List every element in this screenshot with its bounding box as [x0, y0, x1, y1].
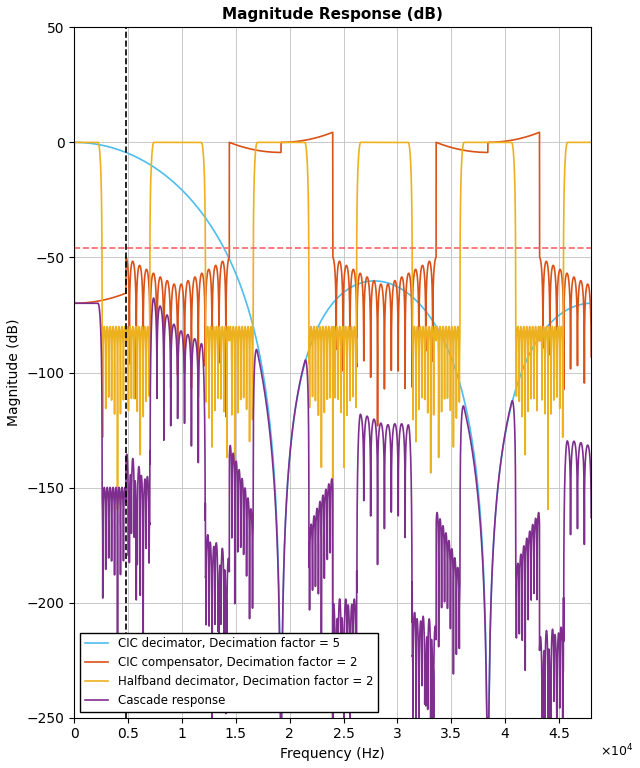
- Cascade response: [70, 299, 78, 308]
- Cascade response: [150, 293, 157, 303]
- CIC decimator, Decimation factor = 5: [70, 299, 78, 308]
- Cascade response: [225, 451, 233, 460]
- Halfband decimator, Decimation factor = 2: [444, 386, 451, 396]
- CIC decimator, Decimation factor = 5: [70, 137, 78, 147]
- CIC decimator, Decimation factor = 5: [346, 283, 353, 293]
- CIC compensator, Decimation factor = 2: [285, 137, 293, 147]
- CIC compensator, Decimation factor = 2: [374, 421, 381, 430]
- Cascade response: [588, 513, 595, 522]
- Cascade response: [444, 578, 451, 587]
- CIC decimator, Decimation factor = 5: [444, 344, 451, 353]
- CIC decimator, Decimation factor = 5: [285, 454, 293, 463]
- X-axis label: Frequency (Hz): Frequency (Hz): [280, 747, 385, 761]
- Legend: CIC decimator, Decimation factor = 5, CIC compensator, Decimation factor = 2, Ha: CIC decimator, Decimation factor = 5, CI…: [80, 633, 378, 712]
- Halfband decimator, Decimation factor = 2: [329, 713, 337, 723]
- Cascade response: [282, 525, 289, 534]
- Text: $\times10^{4}$: $\times10^{4}$: [600, 743, 633, 760]
- Halfband decimator, Decimation factor = 2: [225, 336, 233, 345]
- Title: Magnitude Response (dB): Magnitude Response (dB): [222, 7, 443, 22]
- Halfband decimator, Decimation factor = 2: [346, 328, 353, 337]
- Cascade response: [346, 623, 353, 632]
- Halfband decimator, Decimation factor = 2: [285, 137, 293, 147]
- Line: CIC compensator, Decimation factor = 2: CIC compensator, Decimation factor = 2: [74, 132, 591, 425]
- Cascade response: [285, 454, 293, 463]
- Cascade response: [512, 582, 520, 591]
- CIC decimator, Decimation factor = 5: [282, 525, 289, 534]
- Line: CIC decimator, Decimation factor = 5: CIC decimator, Decimation factor = 5: [74, 142, 591, 718]
- CIC compensator, Decimation factor = 2: [281, 137, 289, 147]
- Cascade response: [208, 713, 216, 723]
- CIC compensator, Decimation factor = 2: [70, 137, 78, 147]
- Halfband decimator, Decimation factor = 2: [70, 137, 78, 147]
- CIC compensator, Decimation factor = 2: [225, 253, 233, 262]
- CIC compensator, Decimation factor = 2: [512, 135, 520, 144]
- CIC compensator, Decimation factor = 2: [346, 284, 353, 293]
- CIC decimator, Decimation factor = 5: [225, 254, 233, 263]
- CIC compensator, Decimation factor = 2: [444, 142, 451, 151]
- CIC decimator, Decimation factor = 5: [276, 713, 284, 723]
- CIC compensator, Decimation factor = 2: [329, 127, 337, 137]
- CIC decimator, Decimation factor = 5: [512, 384, 520, 393]
- CIC compensator, Decimation factor = 2: [588, 352, 595, 361]
- Halfband decimator, Decimation factor = 2: [281, 137, 289, 147]
- Halfband decimator, Decimation factor = 2: [588, 137, 595, 147]
- Y-axis label: Magnitude (dB): Magnitude (dB): [7, 319, 21, 426]
- CIC decimator, Decimation factor = 5: [588, 299, 595, 308]
- Halfband decimator, Decimation factor = 2: [512, 336, 520, 346]
- Line: Cascade response: Cascade response: [74, 298, 591, 718]
- Line: Halfband decimator, Decimation factor = 2: Halfband decimator, Decimation factor = …: [74, 142, 591, 718]
